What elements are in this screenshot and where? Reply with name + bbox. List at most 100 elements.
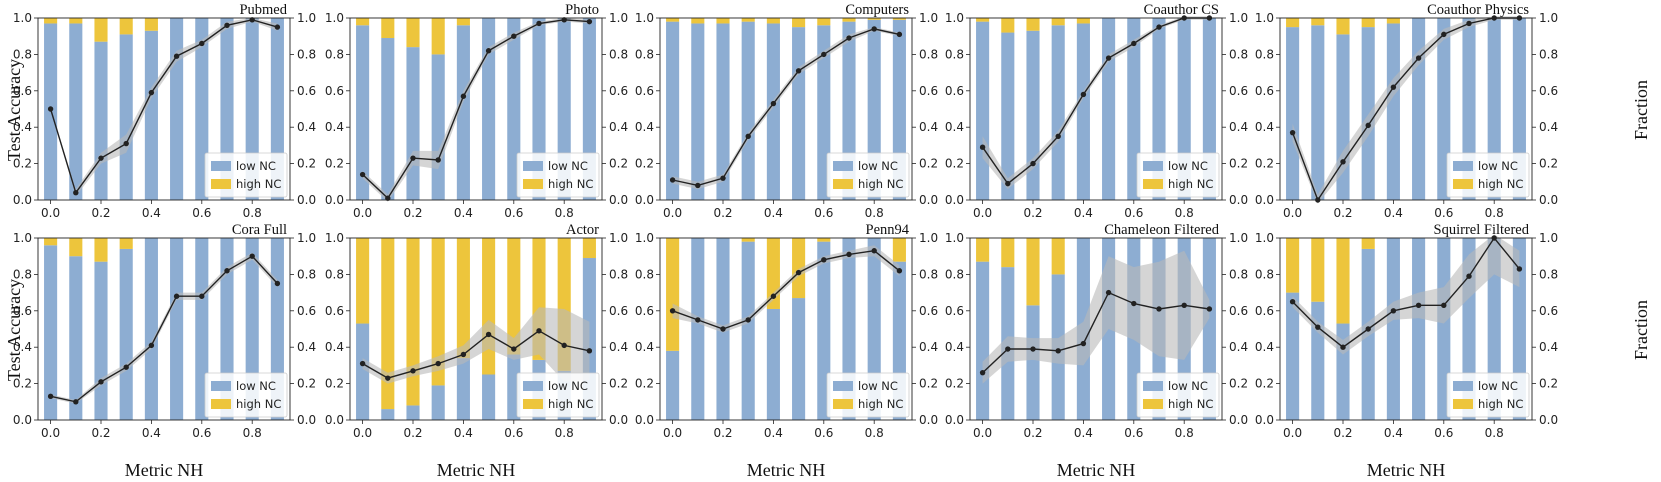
accuracy-point — [695, 182, 701, 189]
panel-title: Coauthor CS — [1144, 2, 1219, 18]
y-tick-label-left: 0.8 — [1255, 47, 1274, 61]
legend-swatch-low — [1453, 381, 1473, 391]
y-tick-label-left: 0.8 — [635, 267, 654, 281]
bar-high-nc — [691, 18, 705, 24]
bar-high-nc — [431, 18, 445, 55]
y-tick-label-right: 0.4 — [297, 120, 316, 134]
bar-high-nc — [741, 238, 755, 242]
bar-high-nc — [766, 18, 780, 24]
y-tick-label-right: 0.0 — [297, 193, 316, 207]
x-tick-label: 0.4 — [142, 426, 161, 440]
y-tick-label-left: 1.0 — [1255, 231, 1274, 245]
accuracy-line — [982, 17, 1210, 185]
y-right-label-bottom: Fraction — [1631, 300, 1651, 360]
x-tick-label: 0.2 — [713, 206, 732, 220]
x-tick-label: 0.6 — [814, 426, 833, 440]
x-tick-label: 0.2 — [91, 426, 110, 440]
x-tick-label: 0.2 — [1023, 206, 1042, 220]
bar-low-nc — [1386, 23, 1400, 201]
legend-label-high: high NC — [236, 397, 281, 411]
bar-high-nc — [842, 18, 856, 22]
bar-high-nc — [1286, 18, 1300, 28]
accuracy-point — [359, 360, 366, 367]
bar-low-nc — [666, 21, 680, 200]
y-tick-label-left: 0.0 — [945, 413, 964, 427]
y-tick-label-left: 0.6 — [1255, 84, 1274, 98]
legend-swatch-high — [1143, 399, 1163, 409]
y-tick-label-left: 0.2 — [945, 377, 964, 391]
bar-low-nc — [1412, 238, 1426, 420]
bar-high-nc — [1361, 18, 1375, 28]
accuracy-point — [561, 342, 567, 349]
y-tick-label-right: 0.4 — [1539, 340, 1558, 354]
x-tick-label: 0.0 — [973, 426, 992, 440]
y-tick-label-left: 0.8 — [325, 267, 344, 281]
bar-high-nc — [1001, 18, 1015, 33]
bar-low-nc — [456, 358, 470, 420]
accuracy-line — [362, 19, 590, 200]
bar-high-nc — [1001, 238, 1015, 268]
x-tick-label: 0.2 — [713, 426, 732, 440]
bar-high-nc — [456, 18, 470, 26]
panel-chameleon-filtered: 0.0 0.0 0.2 0.2 0.4 0.4 0.6 0.6 0.8 0.8 1.0 1.0 0.0 0… — [945, 222, 1248, 480]
accuracy-point — [1466, 273, 1472, 279]
y-tick-label-left: 0.8 — [325, 47, 344, 61]
y-tick-label-right: 0.6 — [919, 304, 938, 318]
bar-high-nc — [482, 238, 496, 375]
y-tick-label-right: 0.8 — [609, 47, 628, 61]
accuracy-point — [1340, 344, 1346, 350]
accuracy-point — [435, 157, 441, 163]
legend-swatch-high — [211, 179, 231, 189]
bar-low-nc — [406, 47, 420, 201]
bar-high-nc — [119, 18, 133, 35]
legend-label-low: low NC — [858, 159, 898, 173]
accuracy-point — [123, 364, 129, 370]
accuracy-point — [745, 133, 751, 139]
panel-frame — [349, 17, 603, 201]
accuracy-point — [98, 379, 104, 385]
legend-label-high: high NC — [548, 177, 593, 191]
accuracy-point — [1030, 160, 1036, 167]
bar-low-nc — [716, 23, 730, 201]
accuracy-point — [199, 40, 205, 47]
x-tick-label: 0.8 — [1175, 426, 1194, 440]
x-tick-label: 0.4 — [1384, 426, 1403, 440]
panel-title: Coauthor Physics — [1427, 2, 1529, 18]
y-tick-label-left: 0.6 — [13, 84, 32, 98]
y-tick-label-left: 0.4 — [635, 120, 654, 134]
y-tick-label-left: 0.4 — [945, 340, 964, 354]
bar-high-nc — [976, 18, 990, 22]
x-tick-label: 0.6 — [192, 206, 211, 220]
y-tick-label-left: 0.0 — [635, 193, 654, 207]
bar-high-nc — [507, 238, 521, 355]
bar-high-nc — [406, 238, 420, 406]
y-tick-label-right: 0.0 — [609, 193, 628, 207]
y-tick-label-right: 0.0 — [297, 413, 316, 427]
accuracy-point — [821, 257, 827, 263]
y-tick-label-right: 0.2 — [1229, 377, 1248, 391]
panel-title: Penn94 — [866, 222, 910, 238]
panel-penn94: 0.0 0.0 0.2 0.2 0.4 0.4 0.6 0.6 0.8 0.8 1.0 1.0 0.0 0… — [635, 222, 938, 480]
accuracy-line — [672, 249, 900, 330]
bar-high-nc — [1076, 18, 1090, 24]
x-tick-label: 0.8 — [1175, 206, 1194, 220]
bar-high-nc — [94, 238, 108, 262]
x-tick-label: 0.8 — [555, 206, 574, 220]
bar-high-nc — [69, 18, 83, 24]
x-axis-label: Metric NH — [125, 460, 203, 480]
accuracy-point — [1181, 302, 1187, 309]
legend-label-high: high NC — [1168, 397, 1213, 411]
y-tick-label-left: 0.4 — [945, 120, 964, 134]
bar-high-nc — [406, 18, 420, 48]
y-tick-label-left: 0.8 — [945, 267, 964, 281]
panel-title: Squirrel Filtered — [1434, 222, 1530, 238]
panel-squirrel-filtered: 0.0 0.0 0.2 0.2 0.4 0.4 0.6 0.6 0.8 0.8 1.0 1.0 0.0 0… — [1255, 222, 1558, 480]
accuracy-point — [249, 253, 255, 259]
y-tick-label-left: 0.8 — [1255, 267, 1274, 281]
y-tick-label-left: 0.6 — [945, 84, 964, 98]
bar-high-nc — [867, 18, 881, 20]
bar-low-nc — [1412, 18, 1426, 200]
accuracy-point — [1289, 299, 1296, 305]
bar-high-nc — [69, 238, 83, 257]
y-tick-label-right: 0.6 — [297, 84, 316, 98]
